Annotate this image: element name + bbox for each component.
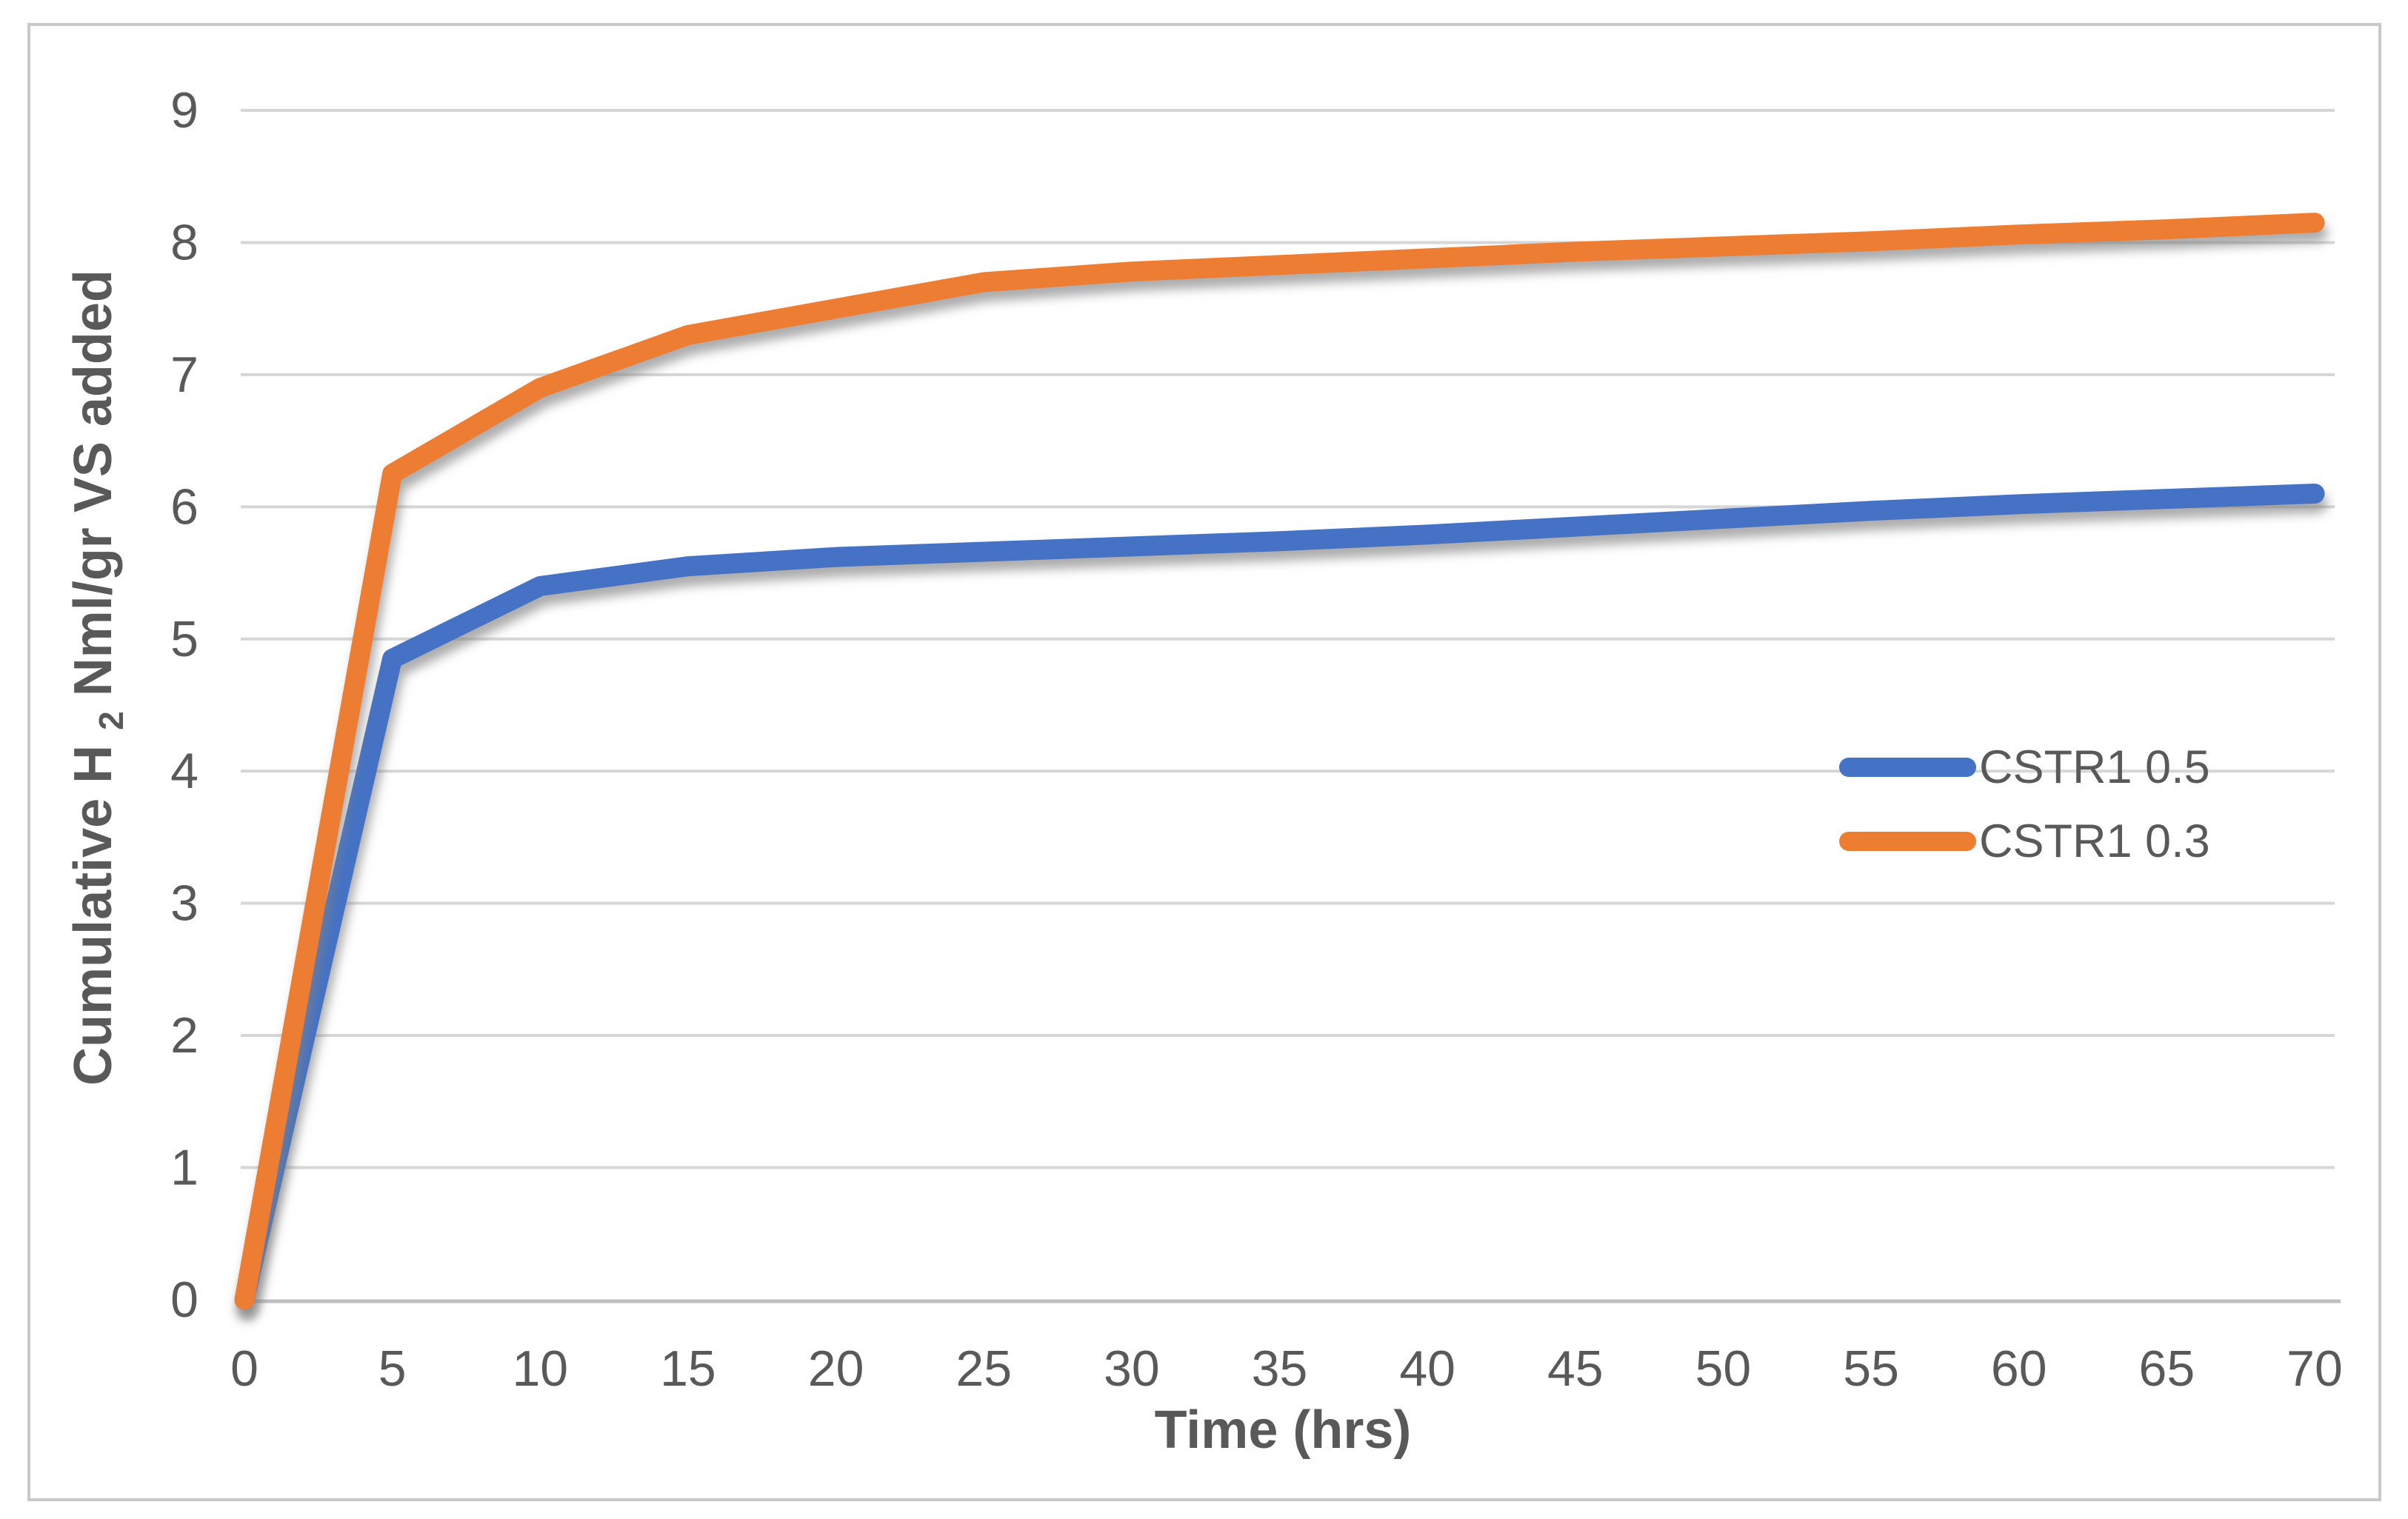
x-tick-label: 10 <box>512 1341 568 1397</box>
y-tick-label: 8 <box>170 214 199 270</box>
y-tick-label: 4 <box>170 743 199 799</box>
y-tick-label: 2 <box>170 1007 199 1064</box>
x-tick-label: 5 <box>378 1341 407 1397</box>
y-tick-label: 1 <box>170 1140 199 1196</box>
y-tick-label: 0 <box>170 1272 199 1328</box>
data-series <box>234 213 2325 1310</box>
x-tick-label: 50 <box>1695 1341 1752 1397</box>
y-axis-tick-labels: 0 1 2 3 4 5 6 7 8 9 <box>170 82 199 1328</box>
x-tick-label: 35 <box>1252 1341 1308 1397</box>
y-axis-title-pre: Cumulative H <box>64 745 123 1086</box>
x-tick-label: 70 <box>2287 1341 2343 1397</box>
x-tick-label: 45 <box>1547 1341 1604 1397</box>
x-tick-label: 20 <box>808 1341 864 1397</box>
x-axis-tick-labels: 0 5 10 15 20 25 30 35 40 45 50 55 60 65 70 <box>230 1341 2343 1397</box>
y-axis-title-post: Nml/gr VS added <box>64 270 123 696</box>
x-tick-label: 40 <box>1399 1341 1455 1397</box>
series-line-cstr1-0-3 <box>234 213 2325 1310</box>
y-tick-label: 9 <box>170 82 199 138</box>
x-tick-label: 15 <box>660 1341 716 1397</box>
chart-outer-border <box>27 23 2381 1501</box>
x-tick-label: 65 <box>2139 1341 2195 1397</box>
x-axis-title: Time (hrs) <box>1155 1401 1412 1460</box>
y-tick-label: 3 <box>170 875 199 932</box>
y-axis-title: Cumulative H 2 Nml/gr VS added <box>64 270 135 1086</box>
x-tick-label: 60 <box>1991 1341 2047 1397</box>
x-tick-label: 55 <box>1843 1341 1899 1397</box>
x-tick-label: 30 <box>1104 1341 1160 1397</box>
legend-label: CSTR1 0.3 <box>1979 815 2210 867</box>
series-line-cstr1-0-5 <box>234 484 2325 1310</box>
x-tick-label: 0 <box>230 1341 259 1397</box>
gridlines <box>241 109 2335 1169</box>
legend: CSTR1 0.5 CSTR1 0.3 <box>1839 741 2210 867</box>
legend-label: CSTR1 0.5 <box>1979 741 2210 793</box>
y-tick-label: 7 <box>170 347 199 403</box>
y-tick-label: 6 <box>170 478 199 535</box>
y-tick-label: 5 <box>170 611 199 667</box>
x-tick-label: 25 <box>955 1341 1012 1397</box>
y-axis-title-subscript: 2 <box>92 711 130 730</box>
